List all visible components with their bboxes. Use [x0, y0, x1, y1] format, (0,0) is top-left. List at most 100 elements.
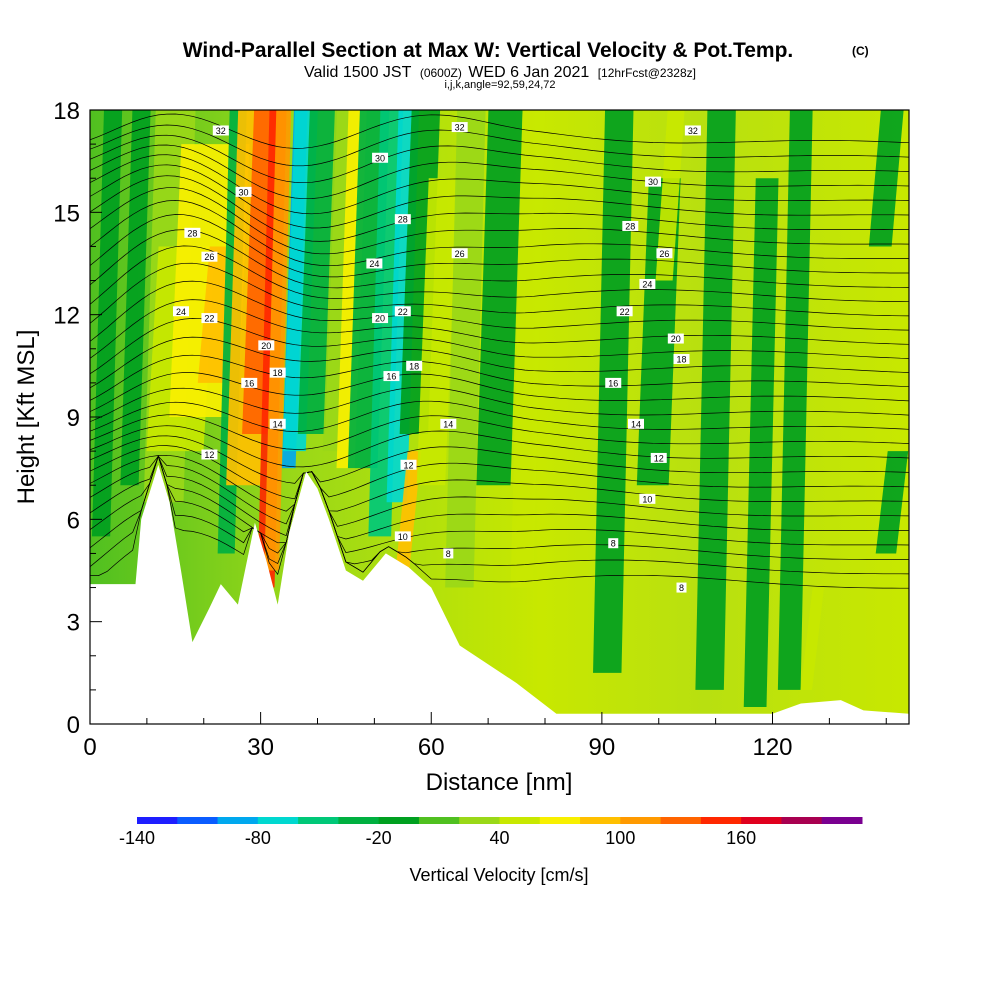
colorbar-swatch	[580, 817, 621, 824]
contour-label: 20	[375, 314, 385, 324]
colorbar-swatch	[378, 817, 420, 824]
theta-contour	[90, 455, 909, 553]
contour-label: 32	[688, 126, 698, 136]
contour-label-bg	[451, 248, 468, 259]
contour-label-bg	[372, 313, 389, 324]
w-feature	[593, 110, 634, 673]
contour-label-bg	[269, 418, 286, 429]
w-feature	[800, 587, 824, 690]
theta-contours	[90, 113, 909, 589]
colorbar-swatch	[137, 817, 178, 824]
theta-contour	[90, 280, 909, 342]
forecast-info: [12hrFcst@2328z]	[598, 66, 696, 80]
y-tick-label: 9	[67, 405, 80, 432]
theta-contour	[90, 200, 909, 267]
contour-label-bg	[201, 313, 218, 324]
w-feature	[368, 110, 404, 537]
colorbar-swatch	[539, 817, 581, 824]
contour-label: 26	[204, 252, 214, 262]
valid-utc: (0600Z)	[420, 66, 462, 80]
colorbar-swatch	[459, 817, 500, 824]
contour-label: 16	[244, 378, 254, 388]
w-feature	[655, 110, 685, 281]
terrain	[90, 464, 909, 724]
colorbar-label: -140	[119, 828, 155, 848]
contour-label-bg	[440, 418, 457, 429]
theta-contour	[90, 336, 909, 389]
contour-label-bg	[451, 122, 468, 133]
contour-label: 8	[679, 583, 684, 593]
w-feature	[264, 110, 292, 571]
theta-contour	[90, 400, 909, 432]
contour-label: 22	[620, 307, 630, 317]
colorbar-label: -20	[366, 828, 392, 848]
chart-subtitle: Valid 1500 JST (0600Z) WED 6 Jan 2021 [1…	[304, 64, 696, 81]
contour-label: 24	[176, 307, 186, 317]
theta-contour	[90, 124, 909, 167]
contour-label: 10	[398, 532, 408, 542]
theta-contour-labels: 32 32 32 30 30 30 28 28 28 26 26 26 24 24 24 22 22 22 20 20…	[173, 122, 701, 593]
contour-label: 30	[239, 187, 249, 197]
colorbar-swatch	[499, 817, 541, 824]
contour-label-bg	[241, 377, 258, 388]
contour-label-bg	[605, 377, 622, 388]
colorbar-swatch	[620, 817, 662, 824]
chart-title-mark: (C)	[852, 44, 869, 58]
theta-contour	[90, 455, 909, 540]
contour-label-bg	[628, 418, 644, 429]
theta-contour	[90, 455, 909, 575]
contour-label-bg	[400, 459, 417, 470]
colorbar-title: Vertical Velocity [cm/s]	[409, 865, 588, 885]
contour-label-bg	[616, 306, 633, 317]
valid-prefix: Valid 1500 JST	[304, 64, 412, 81]
contour-label-bg	[656, 248, 673, 259]
theta-contour	[90, 445, 909, 500]
x-tick-label: 90	[589, 734, 616, 761]
colorbar-label: 40	[489, 828, 509, 848]
contour-label: 18	[273, 368, 283, 378]
contour-label-bg	[235, 186, 252, 197]
contour-label: 24	[369, 259, 379, 269]
theta-contour	[90, 144, 909, 200]
contour-label-bg	[394, 306, 411, 317]
y-axis-label: Height [Kft MSL]	[13, 330, 40, 505]
y-tick-label: 3	[67, 610, 80, 637]
colorbar-swatch	[177, 817, 219, 824]
theta-contour	[90, 318, 909, 375]
x-tick-label: 120	[752, 734, 792, 761]
x-tick-label: 60	[418, 734, 445, 761]
contour-label: 18	[676, 355, 686, 365]
theta-contour	[90, 262, 909, 324]
contour-label-bg	[201, 251, 218, 262]
contour-label-bg	[212, 125, 229, 136]
contour-label: 28	[398, 215, 408, 225]
grid-info: i,j,k,angle=92,59,24,72	[444, 79, 555, 91]
contour-label: 28	[625, 221, 635, 231]
y-tick-label: 18	[53, 98, 80, 125]
theta-contour	[90, 214, 909, 278]
theta-contour	[90, 414, 909, 450]
x-axis-label: Distance [nm]	[426, 769, 573, 796]
contour-label: 20	[671, 334, 681, 344]
contour-label: 16	[386, 372, 396, 382]
contour-label: 14	[631, 419, 641, 429]
chart-title: Wind-Parallel Section at Max W: Vertical…	[183, 39, 794, 62]
contour-label: 20	[261, 341, 271, 351]
theta-contour	[90, 455, 909, 527]
contour-label: 24	[642, 279, 652, 289]
y-tick-label: 15	[53, 200, 80, 227]
contour-label: 18	[409, 361, 419, 371]
contour-label-bg	[184, 227, 201, 238]
y-tick-label: 12	[53, 303, 80, 330]
x-tick-label: 30	[247, 734, 274, 761]
contour-label-bg	[201, 449, 218, 460]
contour-label-bg	[673, 354, 690, 365]
theta-contour	[90, 134, 909, 184]
plot-area: 32 32 32 30 30 30 28 28 28 26 26 26 24 24 24 22 22 22 20 20…	[90, 110, 909, 724]
contour-label: 32	[455, 123, 465, 133]
contour-label-bg	[684, 125, 701, 136]
contour-label: 26	[659, 249, 669, 259]
contour-label: 28	[187, 228, 197, 238]
contour-label: 12	[403, 460, 413, 470]
